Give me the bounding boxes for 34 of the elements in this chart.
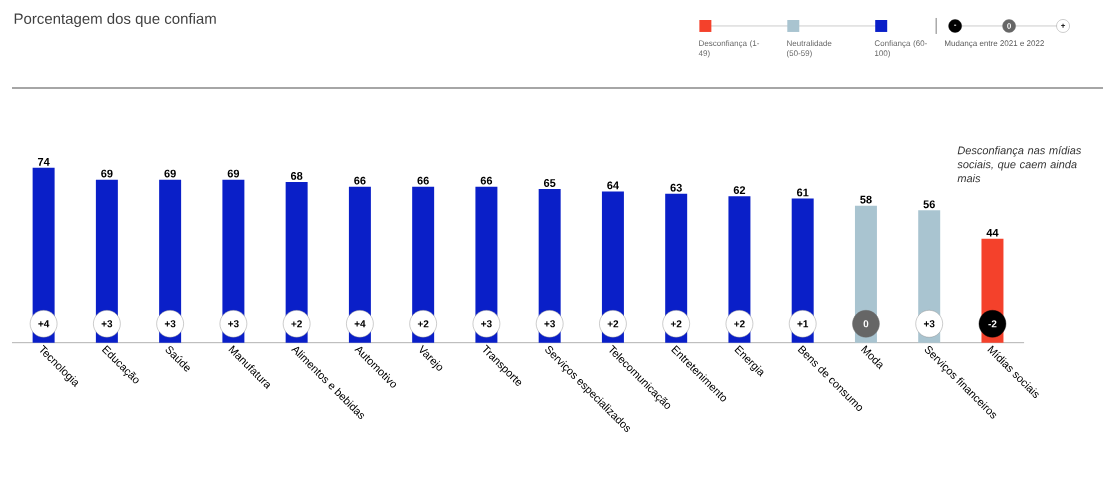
data-label: 69 [101,169,113,178]
annotation: +2 [607,320,619,328]
data-label: 69 [164,169,176,178]
data-label: 58 [860,195,872,204]
annotation: +2 [417,320,429,328]
annotation: +2 [670,320,682,328]
annotation: +2 [734,320,745,328]
data-label: 66 [417,176,429,185]
annotation: +3 [228,320,239,328]
data-label: 61 [796,188,809,197]
annotation: Desconfiança nas mídias sociais, que caem ainda mais [957,146,1082,183]
annotation: +3 [544,320,556,328]
annotation: +3 [481,320,492,328]
data-label: 64 [607,181,619,190]
data-label: 66 [354,176,366,185]
data-label: 44 [986,229,999,237]
data-label: 74 [37,158,50,166]
annotation: +3 [164,320,176,328]
data-label: 62 [733,186,746,195]
data-label: 65 [543,179,556,188]
annotation: 0 [863,320,869,328]
annotation: +4 [354,320,366,328]
data-label: 69 [227,169,240,178]
annotation: +3 [923,320,935,328]
annotation: +3 [101,320,113,328]
chart-title: Porcentagem dos que confiam [14,13,216,28]
data-label: 56 [923,200,935,209]
annotation: -2 [988,320,997,328]
data-label: 63 [670,184,682,192]
annotation: +2 [291,320,302,328]
data-label: 68 [290,172,303,181]
annotation: +1 [797,320,809,328]
annotation: +4 [38,320,50,328]
data-label: 66 [480,176,493,185]
